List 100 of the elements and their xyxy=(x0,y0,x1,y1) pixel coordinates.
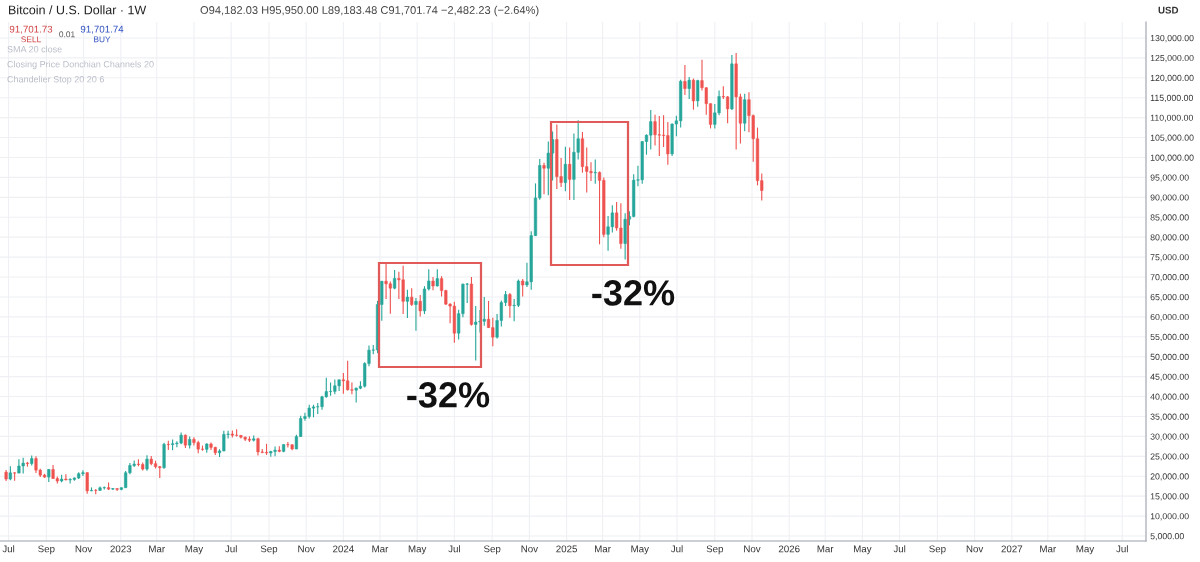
candlestick xyxy=(542,162,546,195)
candlestick xyxy=(619,202,623,250)
candlestick xyxy=(546,140,550,196)
y-tick-label: 55,000.00 xyxy=(1150,333,1189,342)
y-tick-label: 130,000.00 xyxy=(1150,35,1194,43)
x-tick-label: Nov xyxy=(744,545,761,553)
x-tick-label: Jul xyxy=(2,545,15,553)
candlestick xyxy=(687,76,691,100)
candlestick xyxy=(418,294,422,318)
x-tick-label: Jul xyxy=(225,545,237,553)
candlestick xyxy=(273,446,277,457)
y-tick-label: 20,000.00 xyxy=(1150,473,1189,481)
x-tick-label: May xyxy=(1076,545,1095,555)
candlestick xyxy=(666,121,670,166)
y-tick-label: 40,000.00 xyxy=(1150,393,1189,401)
chart-subtitle: O94,182.03 H95,950.00 L89,183.48 C91,701.74 −2,482.23 (−2.64%) xyxy=(200,5,539,17)
y-tick-label: 25,000.00 xyxy=(1150,453,1189,461)
x-tick-label: Nov xyxy=(75,545,93,553)
candlestick xyxy=(286,441,290,449)
y-tick-label: 45,000.00 xyxy=(1150,373,1189,381)
candlestick xyxy=(350,381,354,395)
y-tick-label: 60,000.00 xyxy=(1150,313,1189,322)
candlestick xyxy=(597,170,602,245)
y-tick-label: 5,000.00 xyxy=(1150,533,1184,541)
x-tick-label: 2024 xyxy=(333,545,354,553)
y-tick-label: 65,000.00 xyxy=(1150,294,1189,302)
candlestick xyxy=(568,146,572,201)
annotation: 91,701.73 xyxy=(9,25,53,34)
y-tick-label: 10,000.00 xyxy=(1150,513,1189,521)
x-tick-label: Mar xyxy=(372,545,389,553)
x-tick-label: Mar xyxy=(817,545,834,553)
annotation: BUY xyxy=(94,36,111,43)
y-tick-label: 100,000.00 xyxy=(1150,154,1194,162)
annotation: Chandelier Stop 20 20 6 xyxy=(7,75,104,85)
y-tick-label: 115,000.00 xyxy=(1150,94,1193,102)
y-tick-label: 70,000.00 xyxy=(1150,274,1189,282)
annotation: Closing Price Donchian Channels 20 xyxy=(7,60,154,70)
x-tick-label: Sep xyxy=(260,545,278,555)
candlestick xyxy=(696,79,700,108)
candlestick xyxy=(606,215,610,252)
candlestick xyxy=(653,114,657,147)
x-tick-label: Nov xyxy=(521,545,538,553)
x-tick-label: Jul xyxy=(448,545,460,553)
candlestick xyxy=(405,289,409,319)
y-tick-label: 15,000.00 xyxy=(1150,493,1189,501)
x-tick-label: 2027 xyxy=(1001,545,1023,553)
candlestick xyxy=(563,146,567,192)
y-axis-title: USD xyxy=(1158,6,1179,14)
candlestick xyxy=(482,296,486,327)
x-tick-label: Sep xyxy=(929,545,946,555)
y-tick-label: 75,000.00 xyxy=(1150,254,1189,262)
y-tick-label: 110,000.00 xyxy=(1150,114,1193,122)
candlestick xyxy=(478,309,482,333)
y-tick-label: 90,000.00 xyxy=(1150,194,1189,202)
x-tick-label: 2025 xyxy=(556,545,577,553)
x-tick-label: Mar xyxy=(1040,545,1057,553)
annotation: SMA 20 close xyxy=(7,45,62,53)
candlestick xyxy=(491,317,495,347)
y-tick-label: 85,000.00 xyxy=(1150,214,1189,222)
annotation: 91,701.74 xyxy=(80,25,124,34)
candlestick xyxy=(743,93,747,132)
chart-title: Bitcoin / U.S. Dollar · 1W xyxy=(9,5,147,15)
y-tick-label: 35,000.00 xyxy=(1150,413,1189,421)
candlestick xyxy=(68,477,72,485)
candlestick xyxy=(683,64,687,96)
x-tick-label: May xyxy=(631,545,649,555)
y-tick-label: 105,000.00 xyxy=(1150,134,1194,142)
candlestick xyxy=(384,261,388,300)
x-tick-label: Nov xyxy=(966,545,984,553)
candlestick xyxy=(589,161,593,182)
x-tick-label: May xyxy=(408,545,427,555)
y-tick-label: 30,000.00 xyxy=(1150,433,1189,441)
candlestick xyxy=(162,442,166,470)
x-tick-label: Sep xyxy=(706,545,724,555)
annotation: 0.01 xyxy=(59,31,75,38)
x-tick-label: Jul xyxy=(670,545,683,553)
candlestick xyxy=(649,109,653,151)
candlestick xyxy=(691,78,696,111)
candlestick xyxy=(64,473,68,481)
candlestick xyxy=(222,430,226,452)
x-tick-label: Sep xyxy=(38,545,55,555)
y-tick-label: 120,000.00 xyxy=(1150,74,1194,83)
candlestick xyxy=(414,297,418,332)
x-tick-label: Jul xyxy=(1116,545,1128,553)
annotation: -32% xyxy=(407,382,490,408)
x-tick-label: May xyxy=(854,545,872,555)
y-tick-label: 50,000.00 xyxy=(1150,353,1189,361)
x-tick-label: 2023 xyxy=(110,545,132,553)
y-tick-label: 95,000.00 xyxy=(1150,174,1189,182)
x-tick-label: May xyxy=(185,545,204,555)
x-tick-label: Mar xyxy=(595,545,611,553)
y-tick-label: 80,000.00 xyxy=(1150,234,1189,242)
x-tick-label: Nov xyxy=(298,545,315,553)
candlestick xyxy=(508,292,512,319)
candlestick xyxy=(81,469,85,477)
annotation: SELL xyxy=(21,36,41,43)
candlestick xyxy=(192,436,196,447)
x-tick-label: Sep xyxy=(483,545,501,555)
annotation: -32% xyxy=(592,280,675,306)
candlestick xyxy=(85,471,89,495)
